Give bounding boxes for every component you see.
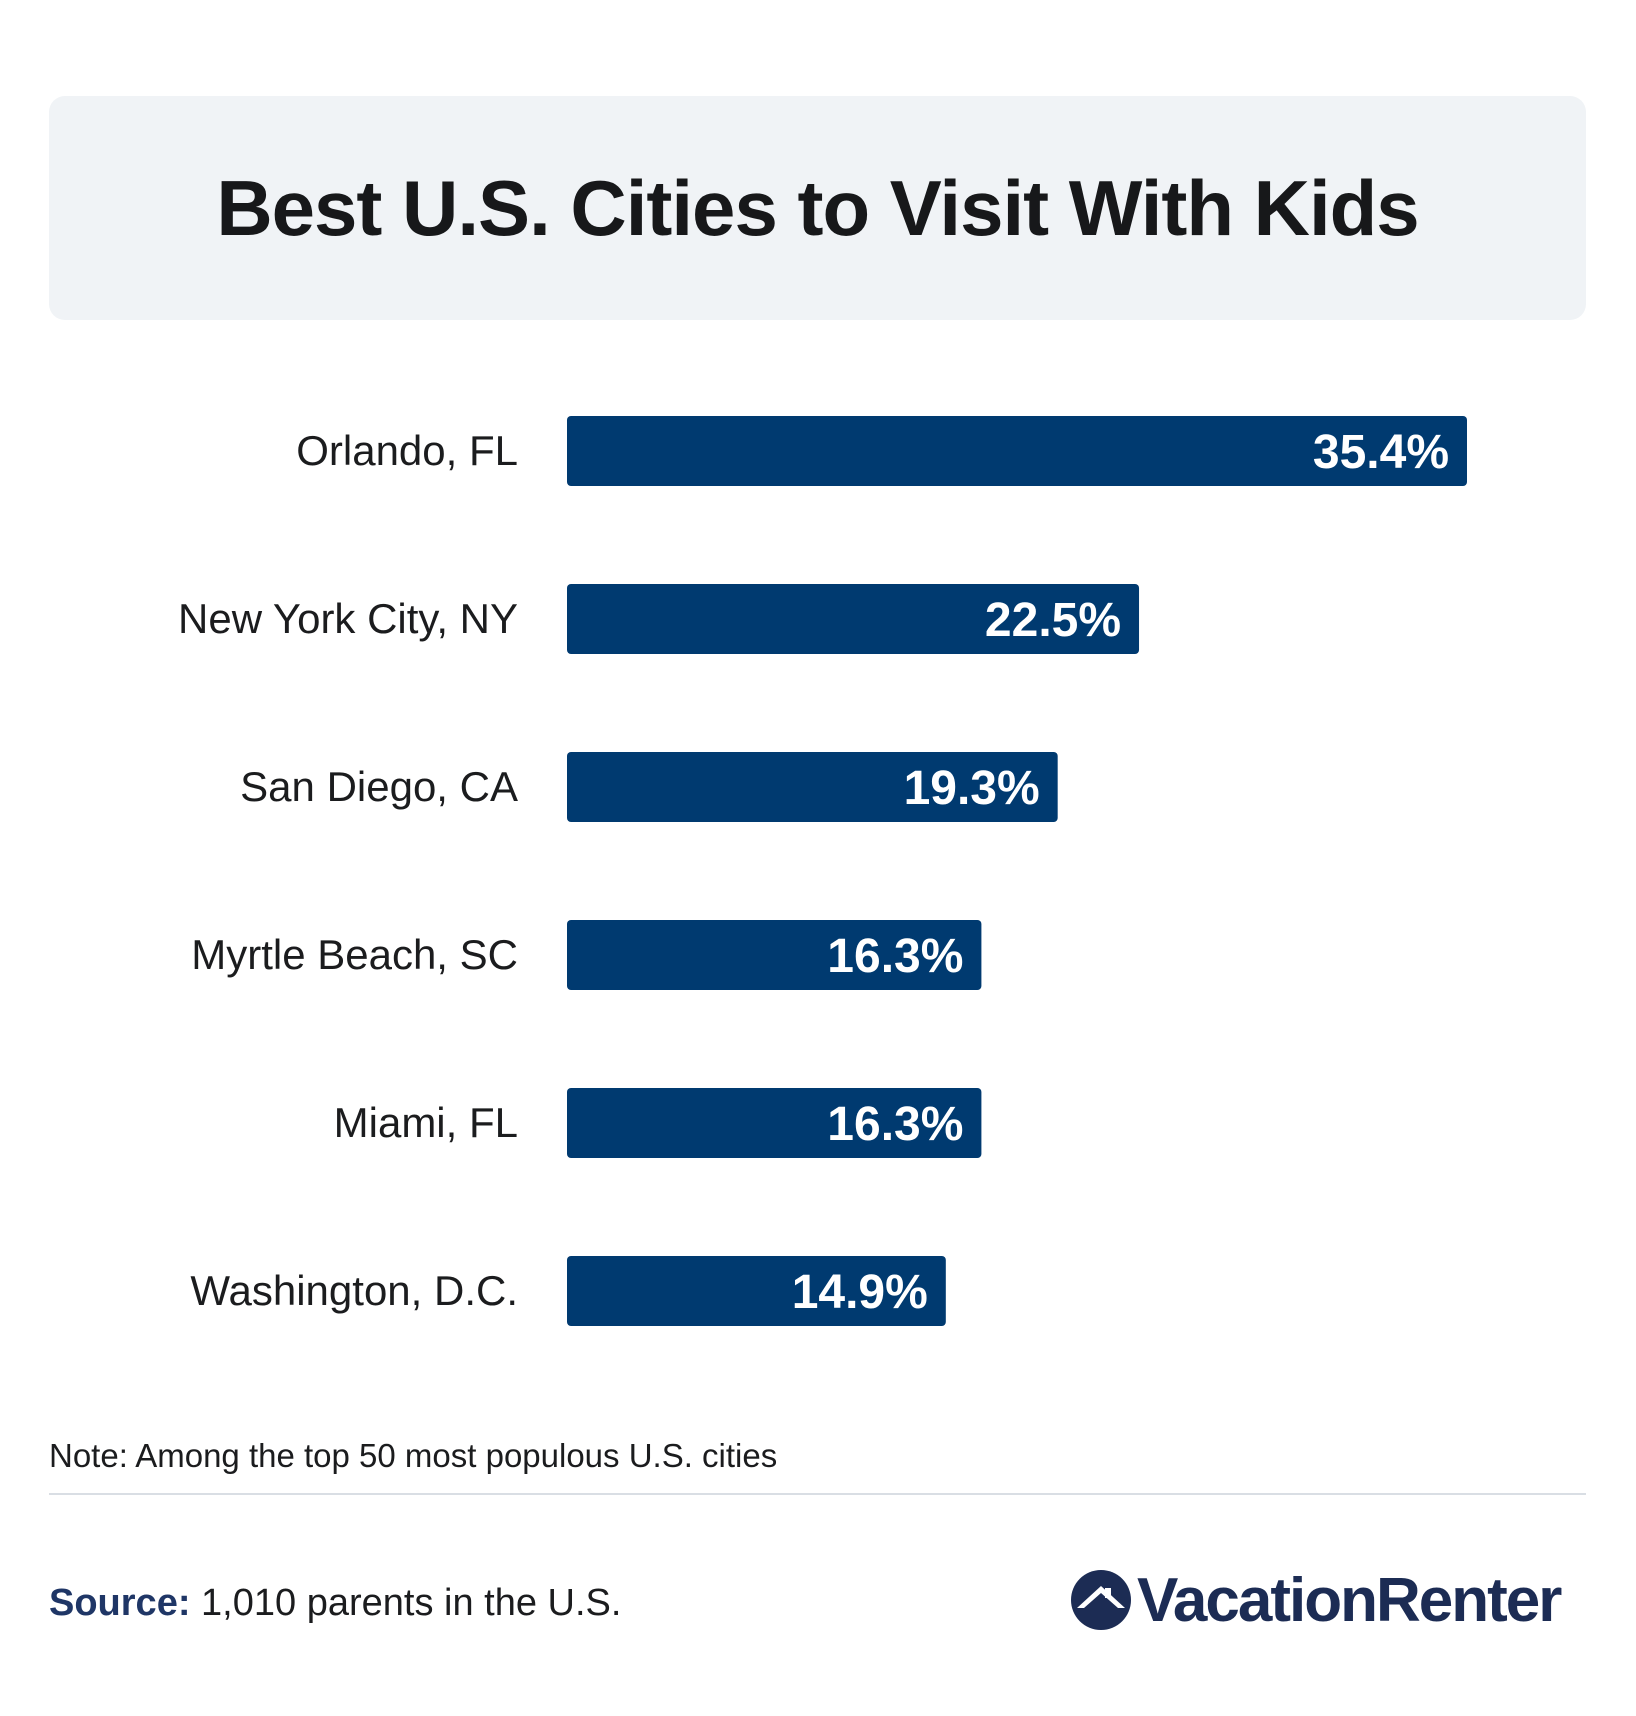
bar-value-label: 14.9% <box>792 1266 928 1319</box>
category-label: Washington, D.C. <box>190 1267 518 1314</box>
bar <box>567 1088 982 1158</box>
bar-value-label: 16.3% <box>827 930 963 983</box>
brand-logo: VacationRenter <box>1069 1565 1562 1635</box>
category-label: Orlando, FL <box>296 427 518 474</box>
title-banner: Best U.S. Cities to Visit With Kids <box>49 96 1586 320</box>
bar <box>567 416 1467 486</box>
chart-title: Best U.S. Cities to Visit With Kids <box>216 163 1419 252</box>
bar-value-label: 35.4% <box>1313 426 1449 479</box>
source-line: Source: 1,010 parents in the U.S. <box>49 1582 621 1625</box>
bar <box>567 584 1140 654</box>
chart-note: Note: Among the top 50 most populous U.S… <box>49 1437 778 1474</box>
category-label: Myrtle Beach, SC <box>191 931 518 978</box>
bar-value-label: 16.3% <box>827 1098 963 1151</box>
house-circle-icon <box>1071 1570 1131 1630</box>
source-text: 1,010 parents in the U.S. <box>201 1582 622 1624</box>
bar-chart: Orlando, FL 35.4% New York City, NY 22.5% Sa… <box>178 416 1467 1326</box>
bar-value-label: 22.5% <box>985 594 1121 647</box>
bar <box>567 752 1058 822</box>
category-label: Miami, FL <box>334 1099 518 1146</box>
category-label: San Diego, CA <box>240 763 518 810</box>
bar-value-label: 19.3% <box>904 762 1040 815</box>
bar <box>567 920 982 990</box>
divider <box>49 1493 1586 1495</box>
bar <box>567 1256 946 1326</box>
source-label: Source: <box>49 1582 191 1624</box>
logo-text: VacationRenter <box>1137 1565 1562 1635</box>
category-label: New York City, NY <box>178 595 518 642</box>
